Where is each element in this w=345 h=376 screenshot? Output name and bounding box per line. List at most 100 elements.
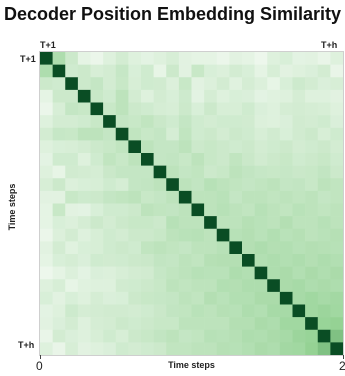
heatmap-cell-3-13 [204,89,218,103]
heatmap-cell-18-4 [90,279,104,293]
heatmap-cell-23-12 [191,342,205,356]
heatmap-cell-21-23 [330,317,344,331]
heatmap-cell-2-3 [77,77,91,91]
heatmap [40,52,344,356]
heatmap-cell-18-14 [216,279,230,293]
heatmap-cell-6-12 [191,127,205,141]
heatmap-cell-22-22 [317,329,331,343]
heatmap-cell-3-14 [216,89,230,103]
heatmap-cell-0-7 [128,52,142,65]
y-axis-title: Time steps [7,183,17,231]
heatmap-cell-0-17 [254,52,268,65]
heatmap-cell-20-2 [65,304,79,318]
heatmap-cell-15-5 [103,241,117,255]
x-end-label: T+h [321,40,338,50]
heatmap-cell-15-15 [229,241,243,255]
heatmap-cell-15-20 [292,241,306,255]
heatmap-cell-11-1 [52,190,66,204]
heatmap-cell-10-20 [292,178,306,192]
heatmap-cell-12-2 [65,203,79,217]
heatmap-cell-22-7 [128,329,142,343]
heatmap-cell-8-16 [242,153,255,166]
heatmap-cell-14-11 [178,228,192,242]
heatmap-cell-5-17 [254,115,268,129]
heatmap-cell-0-3 [77,52,91,65]
heatmap-cell-1-21 [305,64,319,78]
heatmap-cell-18-13 [204,279,218,293]
heatmap-cell-19-3 [77,291,91,305]
heatmap-cell-6-22 [317,127,331,141]
heatmap-cell-22-3 [77,329,91,343]
heatmap-cell-8-22 [317,153,331,166]
heatmap-cell-14-14 [216,228,230,242]
heatmap-cell-12-21 [305,203,319,217]
heatmap-cell-12-17 [254,203,268,217]
heatmap-cell-0-16 [242,52,255,65]
heatmap-cell-18-17 [254,279,268,293]
heatmap-cell-4-7 [128,102,142,116]
heatmap-cell-14-2 [65,228,79,242]
heatmap-cell-15-14 [216,241,230,255]
heatmap-cell-5-9 [153,115,167,129]
heatmap-cell-14-12 [191,228,205,242]
heatmap-cell-22-5 [103,329,117,343]
heatmap-cell-22-6 [115,329,129,343]
heatmap-cell-4-19 [279,102,293,116]
heatmap-cell-8-6 [115,153,129,166]
heatmap-cell-13-7 [128,216,142,230]
heatmap-cell-23-3 [77,342,91,356]
heatmap-cell-22-0 [40,329,53,343]
heatmap-cell-15-19 [279,241,293,255]
heatmap-cell-10-7 [128,178,142,192]
heatmap-cell-9-6 [115,165,129,179]
heatmap-cell-18-11 [178,279,192,293]
heatmap-cell-12-8 [141,203,154,217]
heatmap-cell-16-12 [191,254,205,267]
heatmap-cell-11-17 [254,190,268,204]
heatmap-cell-2-7 [128,77,142,91]
heatmap-cell-6-15 [229,127,243,141]
heatmap-cell-5-15 [229,115,243,129]
heatmap-cell-15-1 [52,241,66,255]
heatmap-cell-6-0 [40,127,53,141]
heatmap-cell-13-12 [191,216,205,230]
heatmap-cell-23-10 [166,342,180,356]
heatmap-cell-20-8 [141,304,154,318]
heatmap-cell-8-21 [305,153,319,166]
heatmap-cell-23-8 [141,342,154,356]
heatmap-cell-14-8 [141,228,154,242]
heatmap-cell-4-22 [317,102,331,116]
heatmap-cell-15-11 [178,241,192,255]
heatmap-cell-22-1 [52,329,66,343]
heatmap-cell-5-11 [178,115,192,129]
heatmap-cell-19-12 [191,291,205,305]
heatmap-cell-5-0 [40,115,53,129]
heatmap-cell-14-21 [305,228,319,242]
heatmap-cell-1-16 [242,64,255,78]
heatmap-cell-0-2 [65,52,79,65]
heatmap-cell-23-6 [115,342,129,356]
heatmap-cell-14-4 [90,228,104,242]
heatmap-cell-15-9 [153,241,167,255]
heatmap-cell-2-8 [141,77,154,91]
heatmap-cell-11-22 [317,190,331,204]
heatmap-cell-13-11 [178,216,192,230]
heatmap-cell-3-15 [229,89,243,103]
heatmap-cell-12-12 [191,203,205,217]
heatmap-cell-5-4 [90,115,104,129]
heatmap-cell-21-15 [229,317,243,331]
heatmap-cell-6-19 [279,127,293,141]
heatmap-cell-13-0 [40,216,53,230]
heatmap-cell-1-22 [317,64,331,78]
heatmap-cell-12-9 [153,203,167,217]
heatmap-cell-0-10 [166,52,180,65]
heatmap-cell-5-19 [279,115,293,129]
heatmap-cell-11-0 [40,190,53,204]
heatmap-cell-2-22 [317,77,331,91]
heatmap-cell-10-12 [191,178,205,192]
heatmap-cell-8-12 [191,153,205,166]
heatmap-cell-13-20 [292,216,306,230]
heatmap-cell-20-5 [103,304,117,318]
heatmap-cell-19-1 [52,291,66,305]
heatmap-cell-19-4 [90,291,104,305]
